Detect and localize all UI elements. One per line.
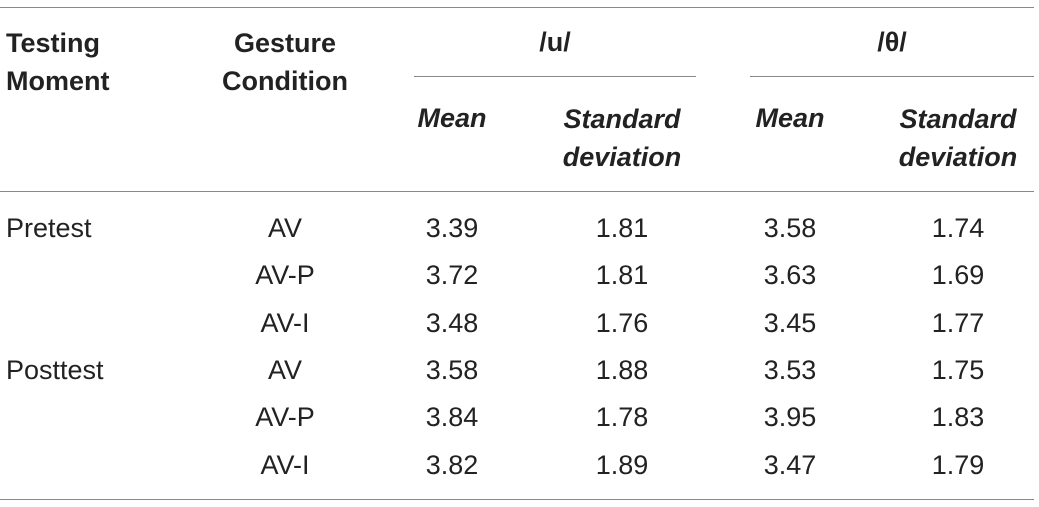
header-gesture-condition-line2: Condition	[222, 66, 348, 96]
cell-u-sd: 1.81	[595, 213, 649, 243]
cell-t-mean: 3.63	[763, 260, 817, 290]
cell-u-sd: 1.78	[595, 402, 649, 432]
cell-t-mean: 3.95	[763, 402, 817, 432]
cell-t-mean: 3.58	[763, 213, 817, 243]
cell-t-sd: 1.79	[931, 450, 985, 480]
cell-t-mean: 3.53	[763, 355, 817, 385]
cell-u-sd: 1.81	[595, 260, 649, 290]
cell-u-sd: 1.88	[595, 355, 649, 385]
cell-condition: AV-I	[260, 450, 310, 480]
theta-group-rule	[750, 76, 1034, 77]
u-group-rule	[414, 76, 696, 77]
cell-t-sd: 1.77	[931, 308, 985, 338]
cell-moment: Posttest	[6, 355, 104, 385]
cell-u-mean: 3.48	[425, 308, 479, 338]
header-theta-std-line2: deviation	[898, 142, 1018, 172]
cell-u-mean: 3.72	[425, 260, 479, 290]
cell-u-mean: 3.39	[425, 213, 479, 243]
header-u-std-line1: Standard	[563, 104, 681, 134]
header-gesture-condition: Gesture Condition	[200, 24, 370, 100]
header-testing-moment-line2: Moment	[6, 66, 110, 96]
header-bottom-rule	[0, 191, 1034, 192]
header-theta-std-line1: Standard	[899, 104, 1017, 134]
top-rule	[0, 7, 1034, 8]
cell-condition: AV-P	[255, 402, 315, 432]
header-theta-mean: Mean	[755, 103, 825, 133]
cell-t-sd: 1.75	[931, 355, 985, 385]
cell-condition: AV-I	[260, 308, 310, 338]
cell-t-sd: 1.83	[931, 402, 985, 432]
cell-condition: AV	[267, 213, 302, 243]
cell-u-sd: 1.76	[595, 308, 649, 338]
cell-t-sd: 1.69	[931, 260, 985, 290]
header-group-u: /u/	[539, 27, 571, 57]
cell-u-mean: 3.58	[425, 355, 479, 385]
bottom-rule	[0, 499, 1034, 500]
header-u-mean: Mean	[417, 103, 487, 133]
header-u-std-line2: deviation	[562, 142, 682, 172]
cell-t-sd: 1.74	[931, 213, 985, 243]
header-gesture-condition-line1: Gesture	[233, 28, 337, 58]
cell-t-mean: 3.45	[763, 308, 817, 338]
cell-condition: AV	[267, 355, 302, 385]
cell-u-mean: 3.82	[425, 450, 479, 480]
cell-u-mean: 3.84	[425, 402, 479, 432]
cell-condition: AV-P	[255, 260, 315, 290]
header-testing-moment: Testing Moment	[6, 24, 110, 100]
cell-moment: Pretest	[6, 213, 92, 243]
cell-t-mean: 3.47	[763, 450, 817, 480]
header-u-std: Standard deviation	[540, 100, 704, 176]
cell-u-sd: 1.89	[595, 450, 649, 480]
header-group-theta: /θ/	[877, 27, 907, 57]
header-theta-std: Standard deviation	[876, 100, 1039, 176]
header-testing-moment-line1: Testing	[6, 28, 100, 58]
